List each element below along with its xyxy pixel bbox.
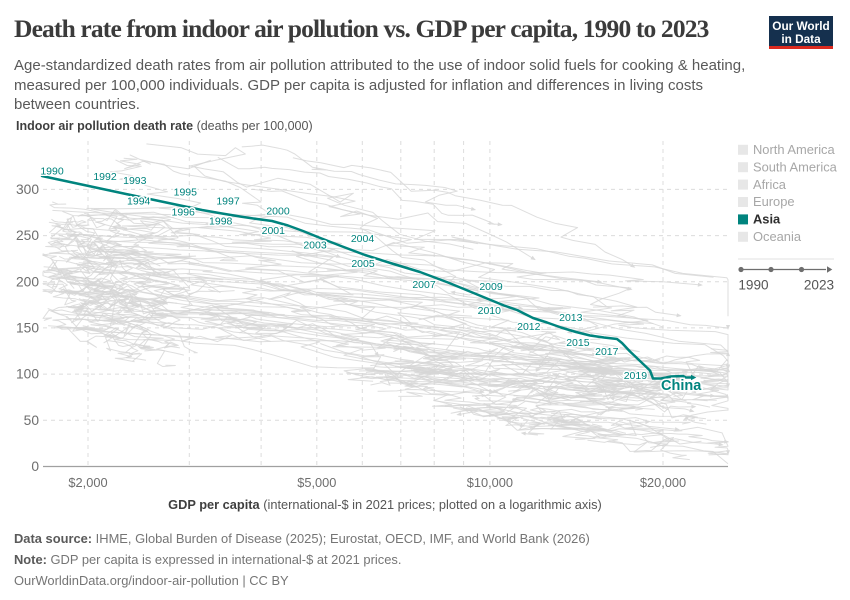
svg-text:1990: 1990 (738, 278, 769, 293)
svg-text:2004: 2004 (351, 233, 375, 245)
svg-text:2017: 2017 (595, 346, 619, 358)
svg-text:2012: 2012 (517, 321, 541, 333)
svg-text:250: 250 (16, 228, 39, 243)
svg-text:1995: 1995 (174, 187, 198, 199)
svg-text:2015: 2015 (566, 337, 590, 349)
svg-text:0: 0 (31, 459, 39, 474)
svg-text:300: 300 (16, 182, 39, 197)
svg-text:50: 50 (24, 413, 40, 428)
svg-text:Africa: Africa (753, 177, 787, 192)
svg-text:$2,000: $2,000 (68, 475, 107, 490)
svg-text:2019: 2019 (624, 370, 648, 382)
svg-text:2013: 2013 (559, 312, 583, 324)
svg-text:1993: 1993 (123, 175, 147, 187)
svg-text:Europe: Europe (753, 194, 795, 209)
svg-text:$20,000: $20,000 (640, 475, 686, 490)
svg-text:2000: 2000 (266, 206, 290, 218)
svg-text:2003: 2003 (303, 240, 327, 252)
svg-text:North America: North America (753, 142, 835, 157)
svg-text:2001: 2001 (262, 225, 286, 237)
svg-text:Oceania: Oceania (753, 229, 802, 244)
svg-text:150: 150 (16, 320, 39, 335)
svg-text:2023: 2023 (804, 278, 834, 293)
svg-text:1997: 1997 (216, 196, 240, 208)
svg-text:$5,000: $5,000 (297, 475, 336, 490)
svg-text:1998: 1998 (209, 216, 233, 228)
svg-text:2010: 2010 (478, 305, 502, 317)
svg-text:2005: 2005 (351, 258, 375, 270)
svg-text:2007: 2007 (412, 279, 436, 291)
svg-text:1996: 1996 (172, 207, 196, 219)
svg-text:2009: 2009 (479, 281, 503, 293)
svg-text:China: China (661, 378, 702, 394)
svg-text:South America: South America (753, 159, 838, 174)
svg-text:1990: 1990 (40, 166, 64, 178)
svg-text:1994: 1994 (127, 196, 151, 208)
svg-text:1992: 1992 (93, 171, 117, 183)
svg-text:Asia: Asia (753, 212, 781, 227)
svg-text:200: 200 (16, 274, 39, 289)
svg-text:$10,000: $10,000 (467, 475, 513, 490)
svg-text:100: 100 (16, 367, 39, 382)
